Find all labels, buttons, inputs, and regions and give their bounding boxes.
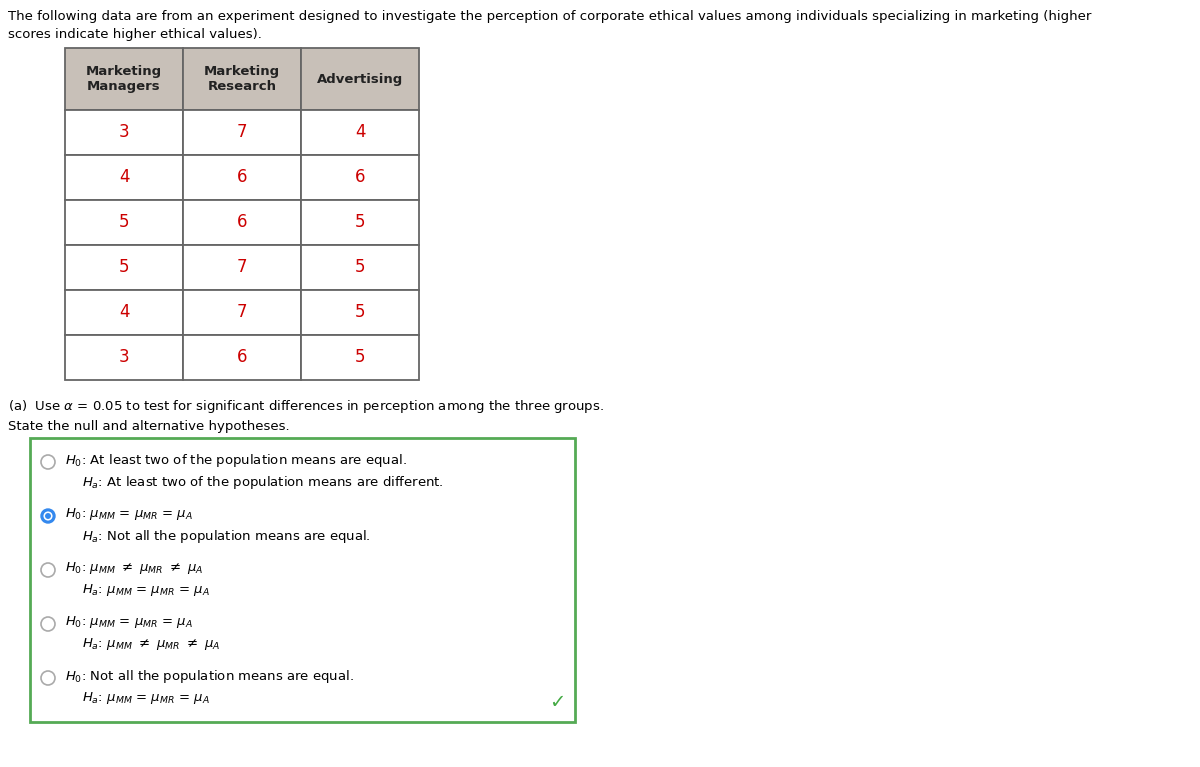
- Text: $H_0$: $\mu_{MM}$ = $\mu_{MR}$ = $\mu_A$: $H_0$: $\mu_{MM}$ = $\mu_{MR}$ = $\mu_A$: [65, 614, 193, 630]
- Text: 3: 3: [119, 348, 130, 366]
- Text: $H_0$: Not all the population means are equal.: $H_0$: Not all the population means are …: [65, 668, 354, 685]
- Bar: [301, 110, 419, 155]
- Text: 7: 7: [236, 123, 247, 141]
- Text: $H_0$: At least two of the population means are equal.: $H_0$: At least two of the population me…: [65, 452, 407, 469]
- Text: $H_a$: Not all the population means are equal.: $H_a$: Not all the population means are …: [82, 528, 371, 545]
- Text: $H_a$: $\mu_{MM}$ $\neq$ $\mu_{MR}$ $\neq$ $\mu_A$: $H_a$: $\mu_{MM}$ $\neq$ $\mu_{MR}$ $\ne…: [82, 636, 220, 652]
- Bar: [65, 48, 182, 110]
- Bar: [301, 200, 419, 245]
- Text: 5: 5: [355, 348, 365, 366]
- Text: 6: 6: [236, 348, 247, 366]
- Bar: [182, 48, 301, 110]
- Bar: [65, 290, 182, 335]
- Text: Marketing
Research: Marketing Research: [204, 65, 280, 93]
- Bar: [301, 155, 419, 200]
- Text: ✓: ✓: [548, 693, 565, 712]
- Circle shape: [44, 512, 52, 520]
- Bar: [301, 245, 419, 290]
- Text: 4: 4: [355, 123, 365, 141]
- Circle shape: [41, 509, 55, 523]
- Bar: [182, 290, 301, 335]
- Text: State the null and alternative hypotheses.: State the null and alternative hypothese…: [8, 420, 289, 433]
- Bar: [65, 110, 182, 155]
- Text: $H_0$: $\mu_{MM}$ $\neq$ $\mu_{MR}$ $\neq$ $\mu_A$: $H_0$: $\mu_{MM}$ $\neq$ $\mu_{MR}$ $\ne…: [65, 560, 203, 576]
- Text: Advertising: Advertising: [317, 73, 403, 85]
- Circle shape: [46, 514, 50, 518]
- Text: $H_a$: $\mu_{MM}$ = $\mu_{MR}$ = $\mu_A$: $H_a$: $\mu_{MM}$ = $\mu_{MR}$ = $\mu_A$: [82, 690, 210, 706]
- Bar: [65, 155, 182, 200]
- Text: 6: 6: [355, 168, 365, 186]
- Bar: [301, 335, 419, 380]
- Text: 5: 5: [355, 303, 365, 321]
- Text: scores indicate higher ethical values).: scores indicate higher ethical values).: [8, 28, 262, 41]
- Text: 5: 5: [355, 213, 365, 231]
- Bar: [30, 438, 575, 722]
- Text: $H_0$: $\mu_{MM}$ = $\mu_{MR}$ = $\mu_A$: $H_0$: $\mu_{MM}$ = $\mu_{MR}$ = $\mu_A$: [65, 506, 193, 522]
- Bar: [182, 200, 301, 245]
- Text: 4: 4: [119, 168, 130, 186]
- Text: 3: 3: [119, 123, 130, 141]
- Bar: [182, 335, 301, 380]
- Text: 4: 4: [119, 303, 130, 321]
- Bar: [65, 200, 182, 245]
- Text: 7: 7: [236, 303, 247, 321]
- Bar: [65, 245, 182, 290]
- Text: $H_a$: At least two of the population means are different.: $H_a$: At least two of the population me…: [82, 474, 444, 491]
- Text: 6: 6: [236, 168, 247, 186]
- Text: 5: 5: [119, 258, 130, 276]
- Text: The following data are from an experiment designed to investigate the perception: The following data are from an experimen…: [8, 10, 1091, 23]
- Text: $H_a$: $\mu_{MM}$ = $\mu_{MR}$ = $\mu_A$: $H_a$: $\mu_{MM}$ = $\mu_{MR}$ = $\mu_A$: [82, 582, 210, 598]
- Bar: [182, 245, 301, 290]
- Bar: [182, 155, 301, 200]
- Bar: [182, 110, 301, 155]
- Text: 5: 5: [119, 213, 130, 231]
- Text: 6: 6: [236, 213, 247, 231]
- Bar: [301, 290, 419, 335]
- Text: (a)  Use $\alpha$ = 0.05 to test for significant differences in perception among: (a) Use $\alpha$ = 0.05 to test for sign…: [8, 398, 604, 415]
- Bar: [301, 48, 419, 110]
- Text: 5: 5: [355, 258, 365, 276]
- Bar: [65, 335, 182, 380]
- Text: 7: 7: [236, 258, 247, 276]
- Text: Marketing
Managers: Marketing Managers: [86, 65, 162, 93]
